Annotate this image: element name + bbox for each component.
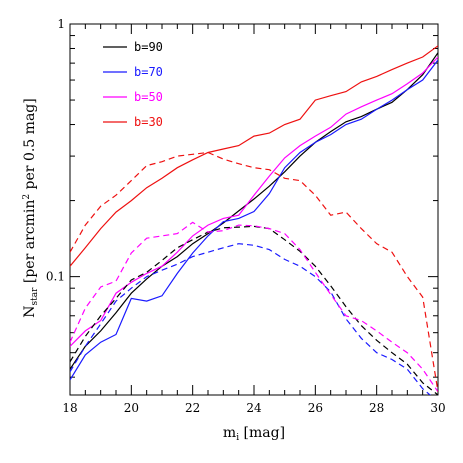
x-tick-label: 30 bbox=[430, 401, 445, 415]
series-line-5-dashed bbox=[70, 225, 438, 395]
series-line-3-solid bbox=[70, 56, 438, 347]
y-tick-label: 1 bbox=[57, 17, 65, 31]
series-line-4-solid bbox=[70, 45, 438, 267]
x-tick-label: 18 bbox=[62, 401, 77, 415]
axis-ticks: 18 20 22 24 26 28 30 0.1 1 bbox=[46, 17, 446, 415]
x-tick-label: 24 bbox=[246, 401, 262, 415]
x-tick-label: 22 bbox=[185, 401, 200, 415]
x-tick-label: 26 bbox=[308, 401, 323, 415]
x-axis-label: mi [mag] bbox=[223, 425, 285, 443]
x-tick-label: 28 bbox=[369, 401, 384, 415]
series-line-7-dashed bbox=[70, 221, 438, 393]
legend-label: b=70 bbox=[134, 65, 163, 79]
legend-label: b=30 bbox=[134, 115, 163, 129]
legend: b=90 b=70 b=50 b=30 bbox=[103, 40, 163, 129]
legend-label: b=90 bbox=[134, 40, 163, 54]
series-line-2-solid bbox=[70, 59, 438, 381]
y-tick-label: 0.1 bbox=[46, 270, 65, 284]
series-lines bbox=[70, 45, 438, 395]
series-line-6-dashed bbox=[70, 243, 432, 395]
x-tick-label: 20 bbox=[124, 401, 139, 415]
y-axis-label: Nstar [per arcmin2 per 0.5 mag] bbox=[22, 98, 40, 317]
series-line-8-dashed bbox=[70, 151, 438, 392]
legend-label: b=50 bbox=[134, 90, 163, 104]
